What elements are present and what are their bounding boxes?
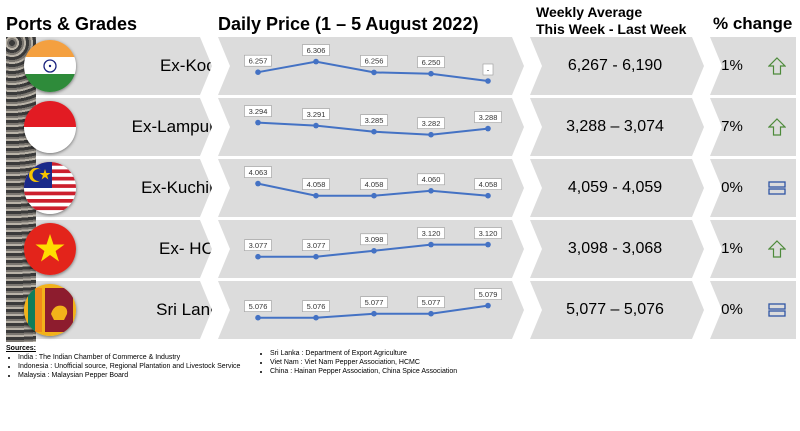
header-ports-grades: Ports & Grades [6,14,138,34]
source-item: India : The Indian Chamber of Commerce &… [18,353,240,362]
row-chevrons [200,281,722,339]
source-item: China : Hainan Pepper Association, China… [270,367,457,376]
table-row: Ex-Lampung 3,288 – 3,074 7% [24,98,796,156]
weekly-average: 6,267 - 6,190 [567,57,663,74]
source-item: Viet Nam : Viet Nam Pepper Association, … [270,358,457,367]
table-row: Ex-Kuching 4,059 - 4,059 0% [24,159,796,217]
equal-icon [768,181,786,195]
header-daily-price: Daily Price (1 – 5 August 2022) [218,14,479,34]
pct-change: 0% [721,301,743,318]
table-row: Sri Lanka 5,077 – 5,076 0% [24,281,796,339]
source-item: Indonesia : Unofficial source, Regional … [18,362,240,371]
flag-vietnam-icon [24,223,76,275]
weekly-average: 5,077 – 5,076 [566,301,664,318]
flag-srilanka-icon [24,284,76,336]
weekly-average: 4,059 - 4,059 [567,179,663,196]
row-chevrons [200,159,722,217]
pct-change: 1% [721,57,743,74]
up-arrow-icon [768,240,786,258]
port-label: Ex-Kuching [141,178,228,197]
sources-left: Sources: India : The Indian Chamber of C… [6,344,240,380]
sources-right: Sri Lanka : Department of Export Agricul… [258,349,457,376]
table-row: Ex-Kochi 6,267 - 6,190 1% [24,37,796,95]
header-weekly-line1: Weekly Average [536,4,643,20]
row-chevrons [200,98,722,156]
port-label: Ex-Lampung [131,117,228,136]
up-arrow-icon [768,118,786,136]
equal-icon [768,303,786,317]
sources-title: Sources: [6,345,36,352]
header-pct-change: % change [713,14,793,33]
weekly-average: 3,098 - 3,068 [567,240,663,257]
header-weekly-average: Weekly Average This Week - Last Week [536,4,686,38]
pct-change: 7% [721,118,743,135]
pct-change: 0% [721,179,743,196]
pct-change: 1% [721,240,743,257]
weekly-average: 3,288 – 3,074 [566,118,664,135]
source-item: Malaysia : Malaysian Pepper Board [18,371,240,380]
up-arrow-icon [768,57,786,75]
row-chevrons [200,37,722,95]
row-chevrons [200,220,722,278]
header-weekly-line2: This Week - Last Week [536,21,687,37]
flag-india-icon [24,40,76,92]
table-row: Ex- HCM 3,098 - 3,068 1% [24,220,796,278]
source-item: Sri Lanka : Department of Export Agricul… [270,349,457,358]
